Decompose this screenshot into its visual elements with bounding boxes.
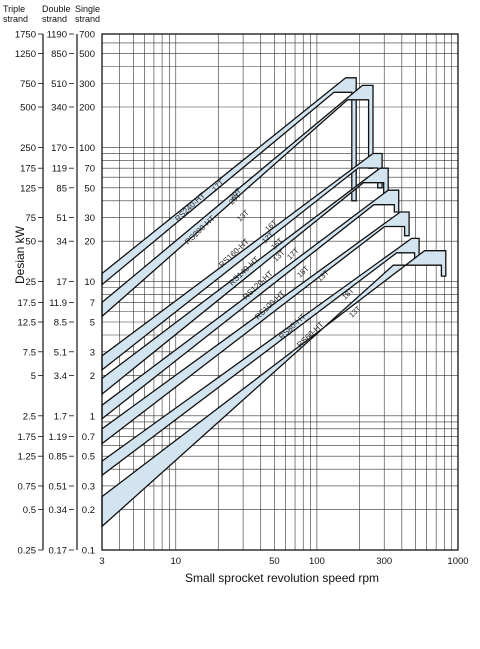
plot-frame bbox=[42, 33, 459, 551]
x-tick-label: 10 bbox=[170, 556, 181, 567]
triple-strand-tick: 0.25 bbox=[18, 546, 37, 557]
band-rs120-ht bbox=[101, 189, 400, 421]
single-strand-tick: 100 bbox=[79, 143, 95, 154]
single-strand-tick: 50 bbox=[84, 183, 95, 194]
single-strand-tick: 7 bbox=[90, 298, 95, 309]
y-axis-ticks: 1750125075050025017512575502517.512.57.5… bbox=[15, 30, 95, 557]
single-strand-tick: 3 bbox=[90, 347, 95, 358]
single-strand-tick: 700 bbox=[79, 30, 95, 41]
double-strand-tick: 8.5 bbox=[54, 318, 67, 329]
double-strand-tick: 34 bbox=[56, 237, 67, 248]
x-axis-ticks: 3 10 50 100 300 1000 bbox=[99, 556, 468, 567]
double-strand-tick: 1.19 bbox=[49, 432, 68, 443]
triple-strand-tick: 12.5 bbox=[18, 318, 37, 329]
single-strand-tick: 0.2 bbox=[82, 505, 95, 516]
single-strand-tick: 0.7 bbox=[82, 432, 95, 443]
triple-strand-tick: 17.5 bbox=[18, 298, 37, 309]
single-strand-tick: 5 bbox=[90, 318, 95, 329]
single-strand-tick: 30 bbox=[84, 213, 95, 224]
double-strand-tick: 850 bbox=[51, 49, 67, 60]
triple-strand-tick: 1.25 bbox=[18, 452, 37, 463]
single-strand-header-line2: strand bbox=[75, 14, 100, 24]
double-strand-header: Double strand bbox=[42, 4, 73, 24]
double-strand-tick: 5.1 bbox=[54, 347, 67, 358]
single-strand-tick: 0.5 bbox=[82, 452, 95, 463]
triple-strand-header: Triple strand bbox=[3, 4, 28, 24]
single-strand-tick: 10 bbox=[84, 277, 95, 288]
single-strand-tick: 200 bbox=[79, 103, 95, 114]
band-rs160-ht bbox=[101, 152, 383, 372]
double-strand-tick: 1190 bbox=[47, 30, 67, 41]
double-strand-tick: 340 bbox=[51, 103, 67, 114]
plot-border bbox=[101, 33, 459, 551]
triple-strand-tick: 0.5 bbox=[23, 505, 36, 516]
triple-strand-tick: 2.5 bbox=[23, 411, 36, 422]
double-strand-tick: 170 bbox=[51, 143, 67, 154]
double-strand-tick: 11.9 bbox=[49, 298, 67, 309]
double-strand-tick: 0.51 bbox=[49, 481, 68, 492]
triple-strand-tick: 50 bbox=[25, 237, 36, 248]
x-tick-label: 3 bbox=[99, 556, 104, 567]
double-strand-tick: 119 bbox=[52, 164, 67, 175]
triple-strand-header-line1: Triple bbox=[3, 4, 25, 14]
triple-strand-tick: 75 bbox=[25, 213, 36, 224]
x-tick-label: 300 bbox=[376, 556, 392, 567]
triple-strand-tick: 250 bbox=[20, 143, 36, 154]
teeth-low-label: 13T bbox=[235, 208, 251, 224]
x-tick-label: 1000 bbox=[447, 556, 468, 567]
double-strand-tick: 51 bbox=[56, 213, 67, 224]
double-strand-tick: 0.34 bbox=[49, 505, 68, 516]
double-strand-tick: 3.4 bbox=[54, 371, 67, 382]
single-strand-tick: 2 bbox=[90, 371, 95, 382]
triple-strand-tick: 175 bbox=[20, 164, 36, 175]
y-axis-label: Desian kW bbox=[13, 225, 27, 284]
triple-strand-tick: 1250 bbox=[15, 49, 36, 60]
x-tick-label: 100 bbox=[309, 556, 325, 567]
triple-strand-tick: 1750 bbox=[15, 30, 36, 41]
triple-strand-header-line2: strand bbox=[3, 14, 28, 24]
triple-strand-tick: 1.75 bbox=[18, 432, 37, 443]
single-strand-tick: 70 bbox=[84, 164, 95, 175]
single-strand-tick: 1 bbox=[90, 411, 95, 422]
double-strand-header-line1: Double bbox=[42, 4, 71, 14]
double-strand-tick: 85 bbox=[56, 183, 67, 194]
double-strand-tick: 17 bbox=[56, 277, 67, 288]
triple-strand-tick: 25 bbox=[25, 277, 36, 288]
teeth-low-label: 18T bbox=[295, 264, 311, 280]
single-strand-tick: 20 bbox=[84, 237, 95, 248]
x-tick-label: 50 bbox=[269, 556, 280, 567]
x-axis-label: Small sprocket revolution speed rpm bbox=[185, 571, 379, 585]
single-strand-header-line1: Single bbox=[75, 4, 100, 14]
triple-strand-tick: 125 bbox=[20, 183, 36, 194]
triple-strand-tick: 500 bbox=[20, 103, 36, 114]
double-strand-tick: 0.17 bbox=[49, 546, 68, 557]
band-rs100-ht bbox=[101, 211, 410, 446]
single-strand-tick: 300 bbox=[79, 79, 95, 90]
triple-strand-tick: 750 bbox=[20, 79, 36, 90]
band-rs60-ht bbox=[101, 250, 447, 528]
single-strand-header: Single strand bbox=[75, 4, 103, 24]
single-strand-tick: 500 bbox=[79, 49, 95, 60]
double-strand-tick: 1.7 bbox=[54, 411, 67, 422]
triple-strand-tick: 0.75 bbox=[18, 481, 37, 492]
double-strand-header-line2: strand bbox=[42, 14, 67, 24]
double-strand-tick: 510 bbox=[51, 79, 67, 90]
triple-strand-tick: 5 bbox=[31, 371, 36, 382]
triple-strand-tick: 7.5 bbox=[23, 347, 36, 358]
chain-bands bbox=[101, 77, 447, 528]
single-strand-tick: 0.1 bbox=[82, 546, 95, 557]
band-rs240-ht bbox=[101, 77, 357, 286]
double-strand-tick: 0.85 bbox=[49, 452, 68, 463]
single-strand-tick: 0.3 bbox=[82, 481, 95, 492]
